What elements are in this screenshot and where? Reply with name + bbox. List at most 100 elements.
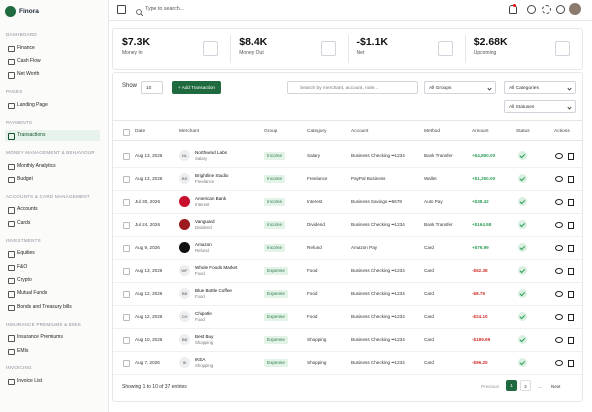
row-checkbox[interactable] bbox=[123, 221, 130, 229]
row-checkbox[interactable] bbox=[123, 290, 130, 298]
page-button[interactable]: 1 bbox=[506, 380, 517, 391]
merchant-subtitle: Shopping bbox=[195, 340, 214, 345]
category: Salary bbox=[307, 152, 321, 158]
nav-icon bbox=[8, 291, 15, 298]
nav-label: Cards bbox=[17, 219, 31, 226]
row-checkbox[interactable] bbox=[123, 198, 130, 206]
row-checkbox[interactable] bbox=[123, 267, 130, 275]
nav-item[interactable]: Cash Flow bbox=[5, 56, 100, 67]
delete-action[interactable] bbox=[568, 175, 574, 183]
view-action[interactable] bbox=[555, 222, 563, 228]
delete-action[interactable] bbox=[568, 336, 574, 344]
method: Card bbox=[424, 359, 434, 365]
notification-dot bbox=[513, 4, 516, 7]
stat-value: -$1.1K bbox=[356, 36, 389, 48]
nav-item[interactable]: Mutual Funds bbox=[5, 288, 100, 299]
global-search[interactable]: Type to search... bbox=[145, 6, 185, 12]
delete-action[interactable] bbox=[568, 244, 574, 252]
theme-toggle[interactable] bbox=[527, 5, 536, 14]
delete-action[interactable] bbox=[568, 221, 574, 229]
account: Amazon Pay bbox=[351, 244, 378, 250]
nav-icon bbox=[8, 304, 15, 312]
nav-item[interactable]: EMIs bbox=[5, 346, 100, 357]
category: Food bbox=[307, 267, 318, 273]
nav-icon bbox=[8, 348, 15, 355]
nav-label: Mutual Funds bbox=[17, 290, 48, 297]
page-button[interactable]: 2 bbox=[520, 380, 531, 391]
amount: -$96.20 bbox=[472, 359, 488, 365]
nav-item[interactable]: Landing Page bbox=[5, 100, 100, 111]
category: Interest bbox=[307, 198, 323, 204]
nav-item[interactable]: Cards bbox=[5, 218, 100, 229]
group-pill: Income bbox=[264, 220, 286, 229]
nav-item[interactable]: Finance bbox=[5, 43, 100, 54]
filter-select[interactable]: All Groups bbox=[424, 81, 496, 94]
previous-button[interactable]: Previous bbox=[481, 384, 499, 389]
nav-item[interactable]: Insurance Premiums bbox=[5, 332, 100, 343]
nav-item[interactable]: Budget bbox=[5, 174, 100, 185]
view-action[interactable] bbox=[555, 153, 563, 159]
transactions-card: Show 10 + Add Transaction Search by merchan… bbox=[112, 72, 583, 402]
account: Business Checking ••1234 bbox=[351, 290, 405, 296]
nav-label: Bonds and Treasury bills bbox=[17, 303, 72, 310]
nav-item[interactable]: Accounts bbox=[5, 204, 100, 215]
nav-item[interactable]: Equities bbox=[5, 248, 100, 259]
settings[interactable] bbox=[542, 5, 551, 14]
delete-action[interactable] bbox=[568, 290, 574, 298]
amount: -$8.75 bbox=[472, 290, 486, 296]
view-action[interactable] bbox=[555, 291, 563, 297]
row-checkbox[interactable] bbox=[123, 359, 130, 367]
view-action[interactable] bbox=[555, 314, 563, 320]
language[interactable] bbox=[556, 5, 565, 14]
view-action[interactable] bbox=[555, 360, 563, 366]
delete-action[interactable] bbox=[568, 267, 574, 275]
filter-select[interactable]: All Statuses bbox=[504, 100, 576, 113]
delete-action[interactable] bbox=[568, 313, 574, 321]
user-avatar[interactable] bbox=[569, 3, 581, 15]
sidebar-toggle[interactable] bbox=[117, 5, 126, 14]
delete-action[interactable] bbox=[568, 359, 574, 367]
stats-card: $7.3K Money In $8.4K Money Out -$1.1K Net $2.6… bbox=[112, 28, 583, 70]
delete-action[interactable] bbox=[568, 152, 574, 160]
delete-action[interactable] bbox=[568, 198, 574, 206]
merchant-subtitle: Food bbox=[195, 271, 205, 276]
merchant-avatar: IK bbox=[179, 356, 190, 368]
date: Aug 7, 2026 bbox=[135, 359, 160, 365]
next-button[interactable]: Next bbox=[551, 384, 561, 389]
nav-item[interactable]: F&O bbox=[5, 262, 100, 273]
view-action[interactable] bbox=[555, 337, 563, 343]
group-pill: Expense bbox=[264, 335, 288, 344]
nav-label: Net Worth bbox=[17, 71, 40, 78]
category: Shopping bbox=[307, 359, 327, 365]
group-pill: Expense bbox=[264, 358, 288, 367]
row-checkbox[interactable] bbox=[123, 175, 130, 183]
status-icon bbox=[518, 197, 527, 206]
nav-item[interactable]: Invoice List bbox=[5, 376, 100, 387]
nav-item[interactable]: Bonds and Treasury bills bbox=[5, 302, 100, 313]
row-checkbox[interactable] bbox=[123, 244, 130, 252]
section-title: PAYMENTS bbox=[6, 119, 33, 125]
select-all bbox=[123, 129, 130, 136]
nav-item[interactable]: Crypto bbox=[5, 275, 100, 286]
nav-item[interactable]: Transactions bbox=[5, 130, 100, 142]
add-transaction-button[interactable]: + Add Transaction bbox=[172, 81, 221, 94]
nav-icon bbox=[8, 220, 15, 228]
view-action[interactable] bbox=[555, 245, 563, 251]
view-action[interactable] bbox=[555, 176, 563, 182]
stat-value: $2.68K bbox=[473, 36, 508, 48]
row-checkbox[interactable] bbox=[123, 152, 130, 160]
view-action[interactable] bbox=[555, 199, 563, 205]
amount: -$62.38 bbox=[472, 267, 488, 273]
merchant-name: Whole Foods Market bbox=[195, 264, 238, 270]
view-action[interactable] bbox=[555, 268, 563, 274]
page-size-select[interactable]: 10 bbox=[141, 81, 163, 94]
filter-select[interactable]: All Categories bbox=[504, 81, 576, 94]
nav-label: Insurance Premiums bbox=[17, 334, 63, 341]
row-checkbox[interactable] bbox=[123, 313, 130, 321]
nav-item[interactable]: Net Worth bbox=[5, 69, 100, 80]
nav-item[interactable]: Monthly Analytics bbox=[5, 161, 100, 172]
stat-icon bbox=[320, 41, 336, 56]
row-checkbox[interactable] bbox=[123, 336, 130, 344]
section-title: DASHBOARD bbox=[6, 32, 37, 37]
transaction-search[interactable]: Search by merchant, account, note... bbox=[287, 81, 418, 94]
